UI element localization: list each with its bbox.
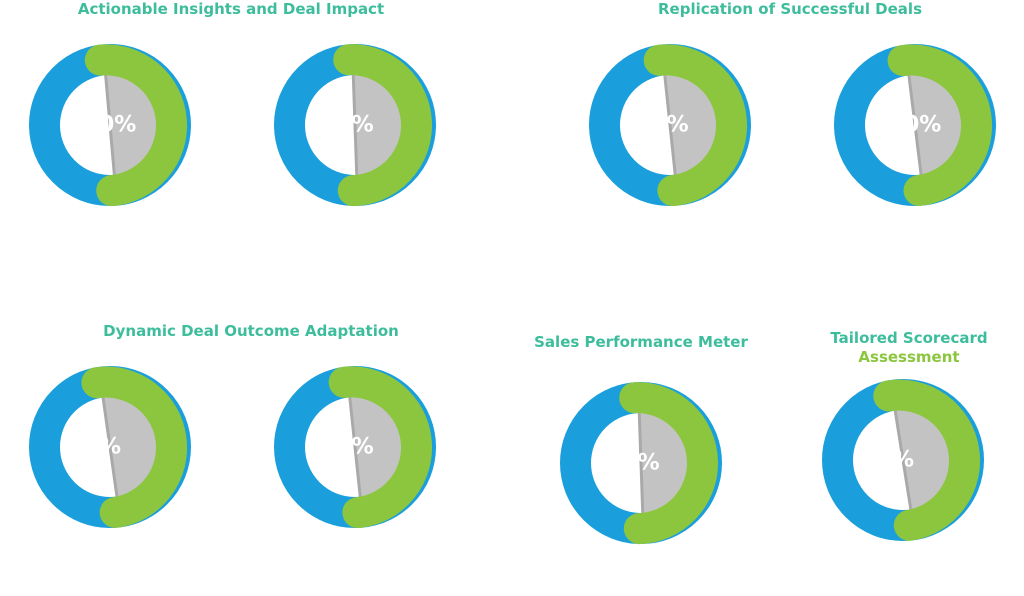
donut-gauge: % [822, 379, 984, 541]
half [333, 44, 432, 207]
panel-title: Dynamic Deal Outcome Adaptation [103, 322, 399, 340]
gauge-label: 30% [889, 113, 942, 138]
panel-title: Replication of Successful Deals [658, 0, 922, 18]
gauge-label: % [99, 435, 121, 460]
donut-gauge: 30% [834, 44, 996, 206]
gauge-label: % [892, 448, 914, 473]
inner-gray [103, 397, 160, 497]
shade-edge [104, 75, 116, 175]
panel-title: Tailored Scorecard [830, 329, 987, 347]
shade-edge [907, 75, 923, 175]
inner-gray [664, 75, 720, 175]
inner-gray [105, 75, 160, 175]
inner-gray [908, 75, 965, 175]
arc-green [333, 44, 432, 207]
gauge-label: 20% [84, 113, 137, 138]
half [619, 382, 718, 545]
half [873, 379, 981, 541]
shade-edge [637, 412, 645, 514]
donut-gauge: 5% [589, 44, 751, 207]
inner-gray [895, 410, 953, 510]
donut-gauge: 5% [274, 44, 436, 207]
shade-edge [893, 410, 913, 510]
inner-gray [349, 397, 405, 497]
arc-green [873, 379, 981, 541]
arc-green [887, 44, 992, 206]
donut-gauge: % [29, 366, 191, 528]
shade-edge [663, 75, 677, 175]
gauge-label: 5% [651, 113, 688, 138]
donut-gauge: 0% [560, 382, 722, 545]
arc-green [84, 44, 187, 207]
arc-green [619, 382, 718, 545]
arc-green [643, 44, 747, 207]
arc-green [81, 366, 188, 528]
half [887, 44, 992, 206]
gauge-label: 5% [336, 113, 373, 138]
shade-edge [101, 397, 119, 497]
panel-title: Sales Performance Meter [534, 333, 748, 351]
shade-edge [348, 397, 362, 497]
inner-gray [639, 413, 691, 513]
donut-gauge: 0% [274, 366, 436, 529]
panel-subtitle: Assessment [858, 348, 959, 366]
half [84, 44, 187, 207]
panel-title: Actionable Insights and Deal Impact [78, 0, 384, 18]
arc-green [328, 366, 432, 529]
shade-edge [351, 74, 359, 176]
donut-gauge: 20% [29, 44, 191, 207]
inner-gray [353, 75, 405, 175]
half [328, 366, 432, 529]
half [643, 44, 747, 207]
gauge-label: 0% [336, 435, 373, 460]
gauge-label: 0% [622, 451, 659, 476]
half [81, 366, 188, 528]
